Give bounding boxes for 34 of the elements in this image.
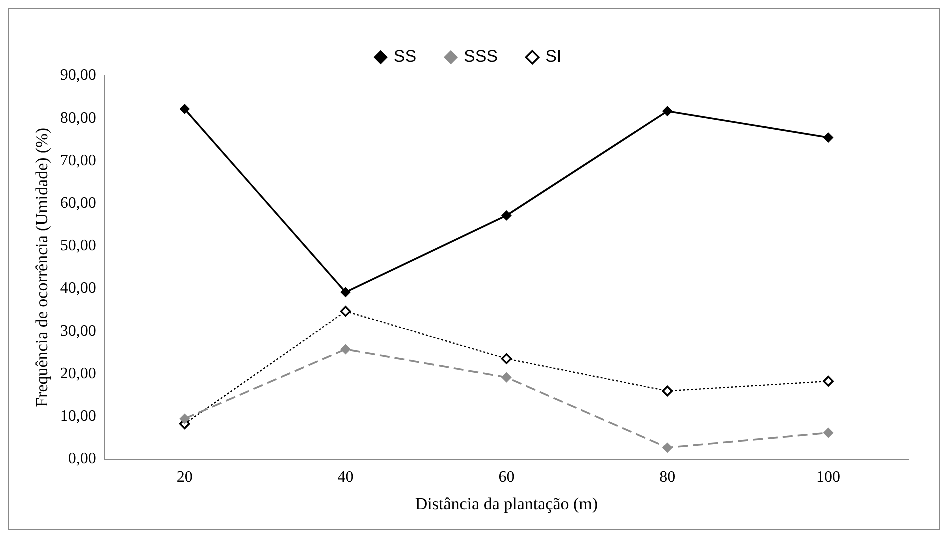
- y-tick-label: 40,00: [60, 280, 96, 298]
- y-tick-label: 0,00: [68, 450, 96, 468]
- y-tick-label: 80,00: [60, 110, 96, 127]
- point: [662, 386, 674, 397]
- point: [662, 442, 673, 453]
- y-tick-label: 50,00: [60, 238, 96, 255]
- x-tick-label: 80: [660, 469, 676, 486]
- x-tick-label: 100: [816, 469, 841, 486]
- point: [340, 287, 351, 298]
- legend-label: SI: [546, 47, 562, 66]
- y-tick-label: 60,00: [60, 195, 96, 212]
- y-tick-label: 70,00: [60, 152, 96, 170]
- point: [180, 414, 190, 424]
- y-tick-label: 20,00: [60, 365, 96, 382]
- legend-label: SSS: [464, 47, 498, 66]
- x-tick-label: 40: [338, 469, 354, 486]
- point: [502, 210, 512, 221]
- point: [340, 306, 352, 317]
- y-tick-label: 90,00: [60, 67, 96, 84]
- y-tick-label: 10,00: [60, 408, 96, 426]
- y-tick-label: 30,00: [60, 322, 96, 340]
- point: [180, 104, 190, 114]
- legend-label: SS: [394, 47, 417, 66]
- x-tick-label: 60: [498, 469, 515, 486]
- point: [502, 372, 512, 383]
- x-axis-title: Distância da plantação (m): [415, 494, 598, 514]
- point: [823, 376, 834, 387]
- point: [824, 132, 834, 143]
- point: [340, 344, 351, 354]
- point: [824, 428, 834, 438]
- y-axis-title: Frequência de ocorrência (Umidade) (%): [32, 128, 52, 408]
- point: [501, 353, 512, 364]
- x-tick-label: 20: [176, 469, 193, 486]
- point: [662, 106, 673, 116]
